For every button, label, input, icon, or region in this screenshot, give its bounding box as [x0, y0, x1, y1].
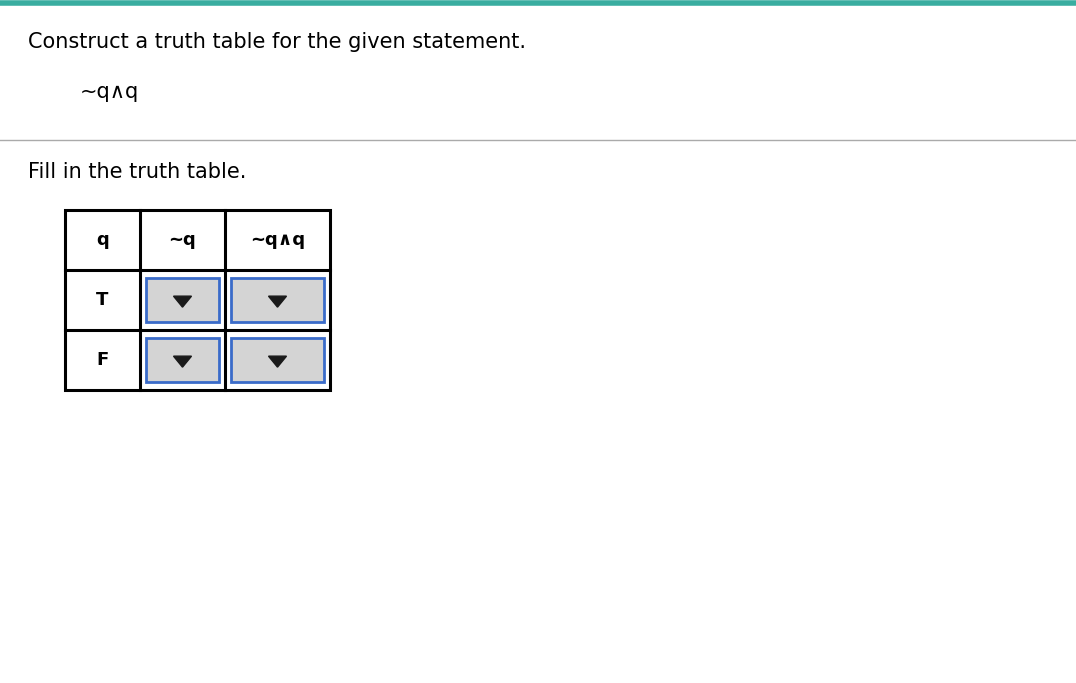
Bar	[231, 338, 324, 382]
Polygon shape	[269, 356, 286, 367]
Text: ~q∧q: ~q∧q	[250, 231, 306, 249]
Text: Fill in the truth table.: Fill in the truth table.	[28, 162, 246, 182]
Polygon shape	[269, 296, 286, 307]
Text: T: T	[97, 291, 109, 309]
Text: ~q: ~q	[169, 231, 197, 249]
Bar	[65, 210, 330, 390]
Text: q: q	[96, 231, 109, 249]
Polygon shape	[173, 296, 192, 307]
Bar	[146, 338, 220, 382]
Polygon shape	[173, 356, 192, 367]
Bar	[231, 278, 324, 322]
Text: F: F	[97, 351, 109, 369]
Text: Construct a truth table for the given statement.: Construct a truth table for the given st…	[28, 32, 526, 52]
Text: ~q∧q: ~q∧q	[80, 82, 139, 102]
Bar	[146, 278, 220, 322]
